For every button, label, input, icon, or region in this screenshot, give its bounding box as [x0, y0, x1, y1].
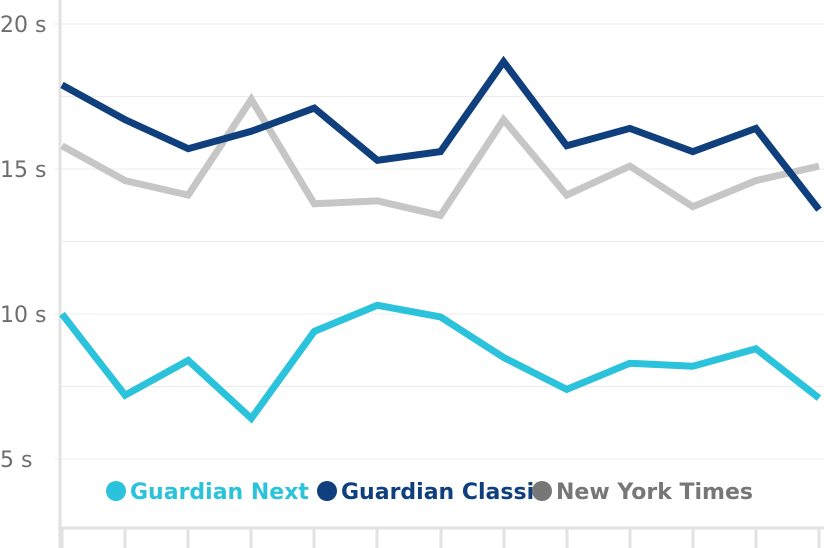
legend: Guardian Next Guardian Classic New York Ti… — [106, 480, 753, 505]
y-tick-label: 10 s — [0, 303, 46, 328]
axis-layer — [58, 0, 824, 548]
y-tick-labels: 20 s 15 s 10 s 5 s — [0, 13, 46, 473]
series-line-new-york-times — [60, 92, 820, 220]
legend-marker-new-york-times — [532, 481, 552, 501]
grid-layer — [54, 23, 824, 460]
legend-label-new-york-times: New York Times — [556, 480, 753, 505]
y-tick-label: 5 s — [0, 448, 32, 473]
y-tick-label: 20 s — [0, 13, 46, 38]
y-tick-label: 15 s — [0, 158, 46, 183]
series-line-guardian-classic — [60, 55, 822, 212]
legend-label-guardian-next: Guardian Next — [130, 480, 309, 505]
series-lines — [59, 55, 822, 424]
legend-marker-guardian-next — [106, 481, 126, 501]
legend-label-guardian-classic: Guardian Classic — [341, 480, 547, 505]
series-line-guardian-next — [59, 301, 822, 424]
legend-marker-guardian-classic — [317, 481, 337, 501]
